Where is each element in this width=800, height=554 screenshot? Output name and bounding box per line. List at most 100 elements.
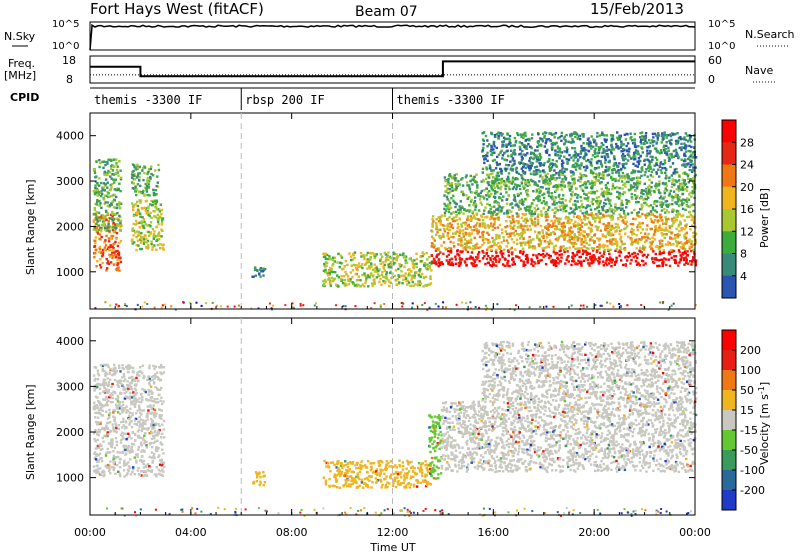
data-cell [585,186,589,189]
data-cell [155,193,158,196]
data-cell [655,199,658,203]
data-cell [592,198,595,201]
data-cell [642,189,646,192]
data-cell [153,169,157,172]
data-cell [461,244,464,247]
data-cell [543,171,546,174]
ground-cell [174,308,177,311]
data-cell [103,219,106,223]
data-cell [115,206,119,210]
data-cell [530,262,533,266]
data-cell [132,214,136,218]
data-cell [130,181,134,184]
data-cell [566,240,570,243]
data-cell [466,209,470,212]
data-cell [118,241,121,245]
data-cell [520,216,524,219]
data-cell [560,162,564,166]
data-cell [149,167,153,171]
data-cell [688,211,692,214]
data-cell [686,185,689,189]
data-cell [636,239,640,243]
data-cell [493,158,496,162]
data-cell [397,274,400,277]
data-cell [504,163,508,167]
data-cell [527,246,531,249]
data-cell [635,247,638,250]
data-cell [573,150,577,153]
data-cell [500,206,503,209]
data-cell [559,197,562,200]
data-cell [558,249,561,253]
data-cell [533,181,537,184]
data-cell [534,224,537,227]
ground-cell [270,307,273,310]
data-cell [112,263,116,266]
data-cell [336,261,339,264]
data-cell [98,204,101,207]
data-cell [529,167,532,170]
data-cell [644,136,648,140]
data-cell [678,213,682,216]
data-cell [578,247,581,250]
data-cell [577,215,580,218]
data-cell [574,203,577,206]
data-cell [132,208,135,212]
data-cell [568,217,571,220]
data-cell [138,226,141,229]
data-cell [554,152,557,155]
data-cell [690,242,693,246]
data-cell [615,229,618,232]
data-cell [410,270,413,273]
data-cell [450,212,453,215]
data-cell [604,198,607,201]
data-cell [329,284,333,287]
data-cell [567,221,570,225]
data-cell [487,238,490,242]
data-cell [429,275,432,278]
data-cell [569,182,572,185]
data-cell [677,185,680,188]
data-cell [453,201,456,204]
data-cell [336,274,339,277]
data-cell [98,233,102,236]
data-cell [110,203,113,206]
data-cell [430,269,433,272]
data-cell [430,262,433,265]
data-cell [565,247,568,250]
data-cell [679,136,682,139]
data-cell [577,259,580,263]
data-cell [638,264,642,267]
data-cell [504,169,508,172]
data-cell [515,170,518,174]
data-cell [408,257,411,261]
data-cell [379,277,382,281]
data-cell [506,242,510,245]
data-cell [536,215,540,218]
data-cell [439,221,442,224]
data-cell [614,240,617,243]
data-cell [553,232,556,235]
data-cell [639,246,642,249]
data-cell [680,215,683,218]
data-cell [105,234,108,238]
data-cell [644,262,647,265]
data-cell [114,227,117,230]
data-cell [98,159,101,162]
data-cell [602,246,605,249]
data-cell [657,168,660,171]
data-cell [630,177,634,181]
data-cell [402,256,406,259]
data-cell [346,275,350,278]
data-cell [569,234,572,237]
data-cell [464,248,468,252]
data-cell [454,188,458,191]
data-cell [324,257,327,260]
data-cell [605,214,608,218]
data-cell [524,213,528,216]
data-cell [532,245,535,248]
data-cell [486,159,489,162]
data-cell [694,264,697,267]
data-cell [630,211,633,214]
data-cell [629,184,633,187]
